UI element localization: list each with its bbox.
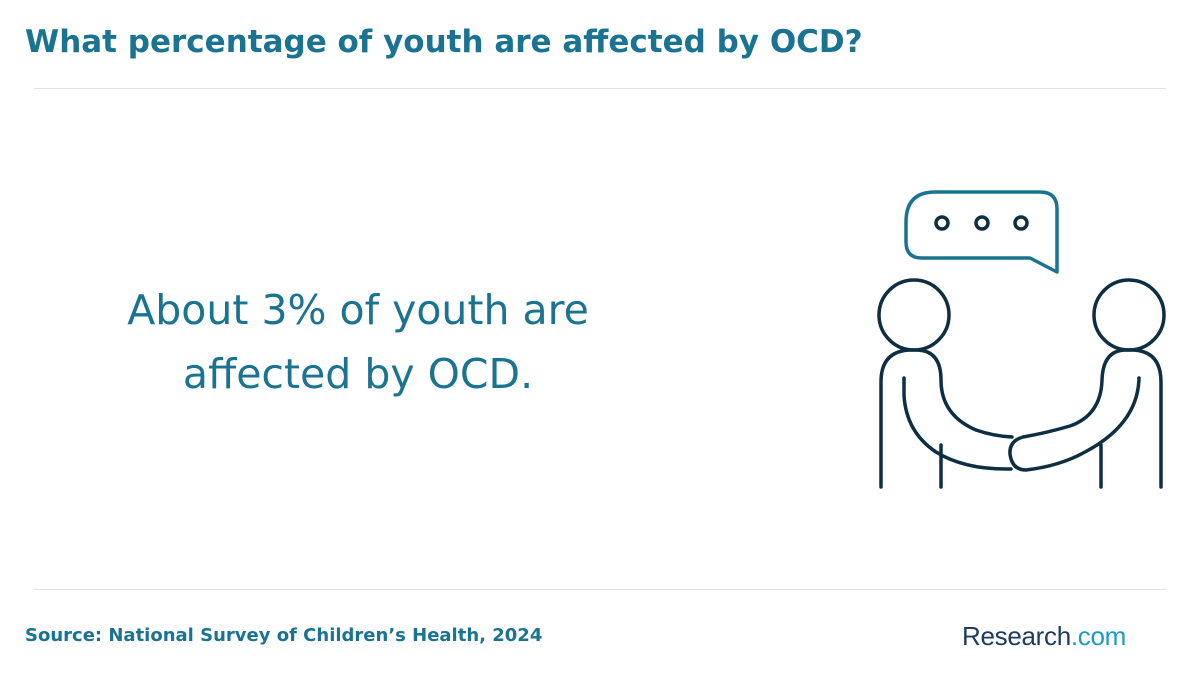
- right-person-icon: [1008, 278, 1166, 489]
- speech-bubble-icon: [904, 190, 1059, 274]
- left-person-icon: [877, 278, 1014, 489]
- bottom-divider: [34, 589, 1166, 590]
- logo-wordmark-research: Research: [962, 621, 1071, 651]
- logo-wordmark-com: .com: [1070, 621, 1127, 651]
- page-title: What percentage of youth are affected by…: [25, 24, 863, 60]
- speech-dot-icon: [934, 215, 950, 231]
- speech-dot-icon: [974, 215, 990, 231]
- research-com-logo[interactable]: Research.com: [962, 619, 1126, 653]
- key-statement: About 3% of youth are affected by OCD.: [127, 286, 589, 398]
- speech-dot-icon: [1013, 215, 1029, 231]
- source-citation: Source: National Survey of Children’s He…: [25, 625, 543, 646]
- handshake-speech-bubble-icon: [877, 190, 1166, 489]
- top-divider: [34, 88, 1166, 89]
